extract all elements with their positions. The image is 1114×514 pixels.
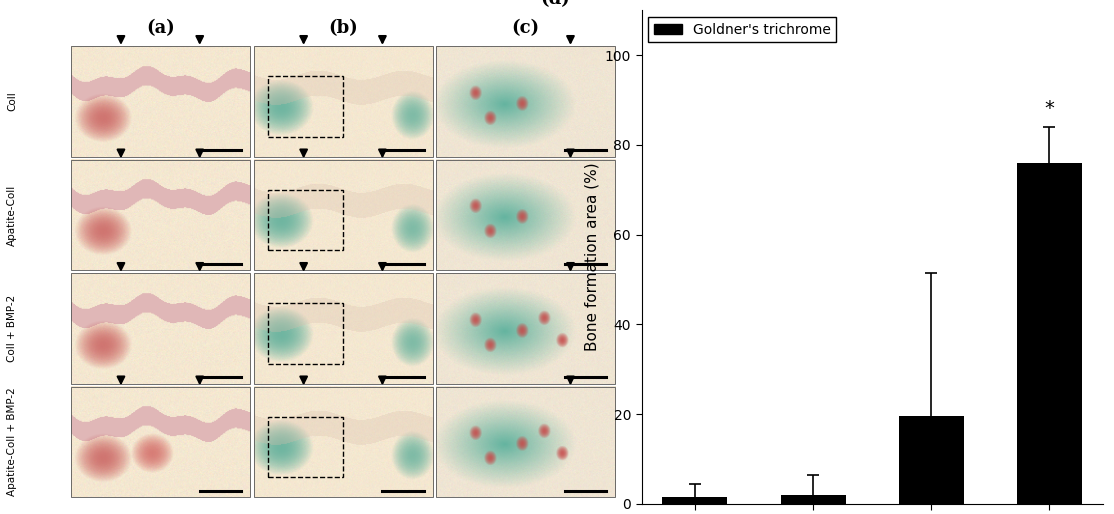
Text: *: *: [1045, 99, 1054, 118]
Y-axis label: Bone formation area (%): Bone formation area (%): [584, 163, 599, 351]
Bar: [437, 160, 615, 270]
Bar: [1017, 163, 1082, 504]
Bar: [437, 387, 615, 498]
Bar: [254, 273, 432, 384]
Bar: [267, 76, 343, 137]
Text: Apatite-Coll + BMP-2: Apatite-Coll + BMP-2: [8, 388, 18, 497]
Bar: [781, 495, 846, 504]
Text: Coll + BMP-2: Coll + BMP-2: [8, 295, 18, 362]
Bar: [663, 497, 727, 504]
Text: Apatite-Coll: Apatite-Coll: [8, 185, 18, 246]
Text: (a): (a): [146, 20, 175, 38]
Bar: [71, 46, 250, 157]
Bar: [437, 46, 615, 157]
Bar: [267, 417, 343, 478]
Text: (d): (d): [540, 0, 569, 9]
Bar: [71, 160, 250, 270]
Bar: [267, 190, 343, 250]
Bar: [254, 387, 432, 498]
Bar: [899, 416, 964, 504]
Legend: Goldner's trichrome: Goldner's trichrome: [648, 17, 837, 42]
Text: (b): (b): [329, 20, 358, 38]
Bar: [254, 46, 432, 157]
Bar: [267, 303, 343, 364]
Bar: [437, 273, 615, 384]
Bar: [71, 387, 250, 498]
Bar: [71, 273, 250, 384]
Text: (c): (c): [511, 20, 540, 38]
Text: Coll: Coll: [8, 91, 18, 112]
Bar: [254, 160, 432, 270]
